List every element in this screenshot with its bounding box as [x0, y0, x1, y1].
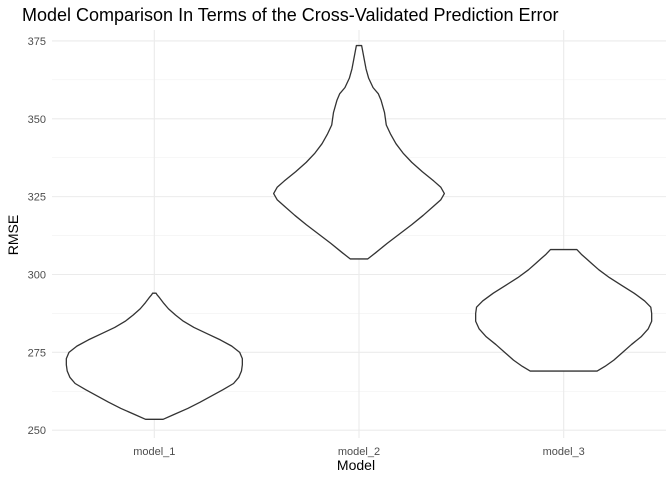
y-tick-label: 250: [28, 425, 46, 437]
violins: [65, 44, 653, 420]
y-tick-label: 325: [28, 192, 46, 204]
violin-model-1: [65, 292, 243, 420]
x-tick-label: model_1: [133, 446, 175, 458]
y-axis-ticks: 250 275 300 325 350 375: [28, 36, 46, 437]
x-tick-label: model_2: [338, 446, 380, 458]
y-axis-title: RMSE: [5, 215, 21, 255]
x-axis-ticks: model_1 model_2 model_3: [133, 446, 585, 458]
violin-model-3: [475, 248, 653, 372]
x-tick-label: model_3: [543, 446, 585, 458]
y-tick-label: 275: [28, 347, 46, 359]
y-tick-label: 375: [28, 36, 46, 48]
violin-model-2: [272, 44, 446, 260]
y-tick-label: 300: [28, 269, 46, 281]
chart-title: Model Comparison In Terms of the Cross-V…: [22, 5, 559, 25]
x-axis-title: Model: [337, 457, 375, 473]
y-tick-label: 350: [28, 114, 46, 126]
